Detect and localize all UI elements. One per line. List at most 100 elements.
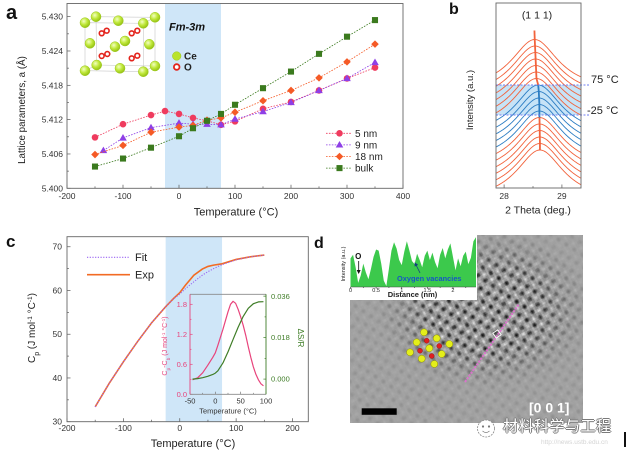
label-part: (J mol — [27, 322, 38, 352]
diffraction-pattern — [495, 117, 582, 154]
ce-atom-marker — [445, 340, 454, 348]
diffraction-pattern — [495, 52, 582, 91]
ce-atom-marker — [432, 334, 441, 343]
panel-label-c: c — [6, 232, 15, 251]
y-axis-title: Intensity (a.u.) — [341, 246, 347, 281]
diffraction-pattern — [495, 58, 582, 97]
inset-x-tick-label: -50 — [185, 397, 196, 406]
ce-atom — [149, 12, 161, 23]
watermark-logo-icon — [477, 419, 495, 438]
o-atom — [134, 52, 141, 59]
label-part: -1 — [161, 318, 166, 323]
o-atom — [98, 52, 105, 60]
logo-face — [477, 419, 495, 438]
watermark-url: http://news.ustb.edu.cn — [541, 439, 608, 446]
plot-frame — [66, 3, 404, 189]
inset-left-tick-label: 1.2 — [177, 330, 187, 339]
ce-atom — [79, 17, 91, 28]
zone-axis-label: [0 0 1] — [529, 400, 569, 416]
data-point — [203, 117, 211, 124]
inset-left-axis-title: Cp-Cb (J mol-1 °C-1) — [161, 316, 172, 375]
o-atoms — [98, 27, 141, 62]
x-tick-label: 1.5 — [424, 288, 432, 294]
data-point — [343, 74, 351, 82]
legend-label: Exp — [135, 270, 154, 282]
logo-eye — [487, 425, 491, 428]
label-part: p — [34, 352, 41, 356]
data-point — [231, 108, 239, 117]
legend-item-9-nm: 9 nm — [326, 141, 377, 152]
data-point — [217, 120, 225, 128]
data-point — [217, 110, 225, 117]
diffraction-pattern — [495, 71, 582, 110]
ce-atom — [119, 35, 131, 47]
diffraction-pattern — [495, 123, 582, 161]
diffraction-pattern — [495, 39, 582, 78]
x-axis-title: Temperature (°C) — [151, 438, 235, 450]
y-tick-label: 60 — [53, 285, 63, 295]
ce-atoms — [79, 11, 161, 77]
diffraction-pattern — [495, 143, 582, 181]
legend-marker — [335, 152, 344, 161]
peak-position-track — [537, 84, 541, 118]
label-part: °C — [27, 302, 38, 316]
o-atom-marker — [429, 353, 435, 359]
y-tick-label: 5.412 — [42, 115, 64, 125]
panel-b-xrd-chart: 75 °C -25 °C 28 29 (1 1 1) 2 Theta (deg.) Inte… — [465, 2, 619, 217]
data-point — [315, 50, 323, 57]
inset-right-tick-label: 0.000 — [271, 375, 290, 384]
ce-atom — [90, 11, 102, 22]
data-point — [147, 123, 155, 131]
line-profile-path — [464, 303, 520, 383]
o-atom — [128, 30, 135, 37]
ce-atom — [91, 59, 102, 71]
data-point — [91, 134, 99, 141]
legend-marker — [336, 165, 343, 172]
data-point — [189, 125, 197, 132]
x-tick-label: -100 — [115, 423, 132, 433]
data-point — [259, 85, 267, 92]
legend-item-5-nm: 5 nm — [326, 129, 377, 140]
x-tick-label: 100 — [229, 423, 243, 433]
inset-left-tick-label: 0.6 — [177, 360, 187, 369]
o-legend-swatch — [172, 63, 181, 71]
y-tick-label: 5.418 — [42, 80, 64, 90]
data-point — [231, 101, 239, 108]
legend-label: bulk — [355, 164, 374, 175]
y-axis-title: Lattice parameters, a (Å) — [17, 56, 28, 164]
profile-marker-box — [492, 329, 502, 339]
panel-label-a: a — [6, 2, 18, 24]
panel-labels: a b c d — [6, 1, 459, 252]
data-point — [99, 146, 108, 154]
data-point — [91, 150, 99, 159]
legend-item-fit: Fit — [87, 252, 147, 264]
data-point — [147, 144, 155, 151]
legend-label: Fit — [135, 252, 147, 264]
oxygen-atom-annotation: O — [355, 252, 361, 261]
x-tick-label: -200 — [58, 423, 75, 433]
y-axis-title: Cp (J mol-1 °C-1) — [27, 293, 41, 363]
peak-position-track — [533, 30, 540, 86]
data-point — [91, 163, 99, 170]
panel-d-intensity-profile-chart: 0 0.5 1 1.5 2 Distance (nm) Intensity (a.u.) O O… — [336, 232, 477, 300]
ce-atom-marker — [425, 344, 434, 353]
inset-right-tick-label: 0.036 — [271, 292, 290, 301]
data-point — [287, 98, 295, 106]
inset-chart: -50 0 50 100 0.0 0.6 1.2 1.8 0.000 0.018 0.036 Temp… — [161, 292, 306, 416]
label-part: -1 — [27, 296, 34, 302]
o-atom — [103, 27, 110, 34]
y-tick-label: 5.430 — [42, 12, 64, 22]
series-line — [94, 43, 376, 155]
diffraction-pattern — [495, 65, 582, 103]
chart-title: (1 1 1) — [522, 10, 552, 22]
label-part: °C — [161, 323, 169, 333]
data-point — [147, 111, 155, 119]
ce-atom — [79, 65, 91, 76]
y-tick-label: 50 — [53, 329, 63, 339]
data-point — [259, 107, 267, 115]
data-point — [119, 141, 127, 150]
label-part: -1 — [161, 332, 166, 337]
legend-item-bulk: bulk — [326, 164, 374, 175]
label-part: b — [166, 357, 172, 360]
ce-atom-marker — [412, 338, 421, 347]
